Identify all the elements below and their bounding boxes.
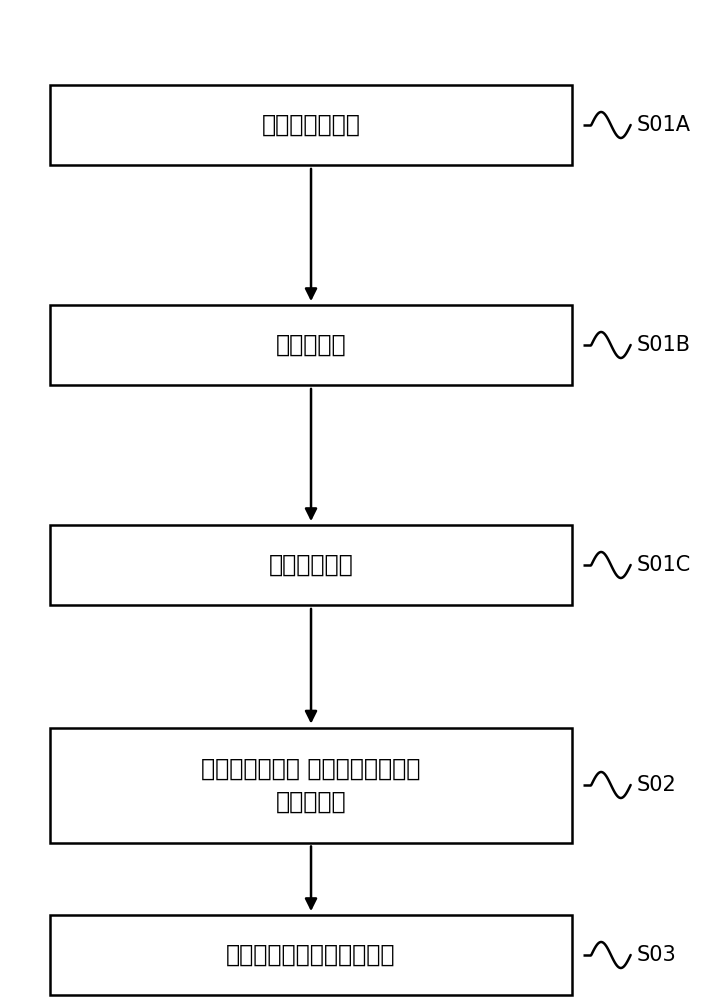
Text: S03: S03 (636, 945, 676, 965)
Text: 制备腐蚀刻蚀剂: 制备腐蚀刻蚀剂 (262, 113, 360, 137)
FancyBboxPatch shape (50, 525, 572, 605)
Text: 称取腐蚀刻蚀剂 、玻璃粉、金属粉
和有机载体: 称取腐蚀刻蚀剂 、玻璃粉、金属粉 和有机载体 (202, 756, 420, 814)
Text: 制备有机载体: 制备有机载体 (269, 553, 353, 577)
FancyBboxPatch shape (50, 305, 572, 385)
FancyBboxPatch shape (50, 85, 572, 165)
Text: 混合，研磨，得到导电浆料: 混合，研磨，得到导电浆料 (226, 943, 396, 967)
Text: S02: S02 (636, 775, 676, 795)
FancyBboxPatch shape (50, 728, 572, 842)
Text: S01C: S01C (636, 555, 691, 575)
Text: S01A: S01A (636, 115, 691, 135)
Text: S01B: S01B (636, 335, 691, 355)
Text: 制备玻璃粉: 制备玻璃粉 (276, 333, 346, 357)
FancyBboxPatch shape (50, 915, 572, 995)
